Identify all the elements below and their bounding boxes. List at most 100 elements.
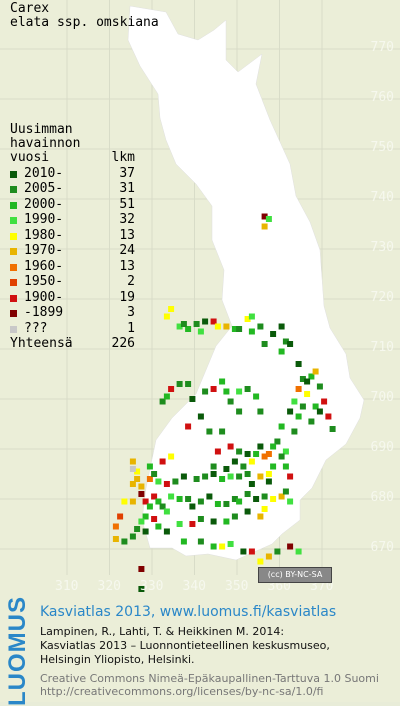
legend-year-label: 1990- (24, 212, 64, 227)
legend-heading-2: havainnon (10, 136, 81, 151)
x-axis-label: 310 (55, 579, 79, 594)
observation-square (197, 328, 204, 335)
legend-row: 1960- 13 (10, 259, 135, 276)
observation-square (146, 476, 153, 482)
observation-square (308, 373, 315, 380)
observation-square (265, 471, 272, 477)
observation-square (134, 468, 141, 475)
y-axis-label: 760 (370, 90, 394, 105)
observation-square (291, 428, 298, 435)
legend-column-headers: vuosi lkm (10, 151, 135, 167)
observation-square (129, 533, 136, 540)
observation-square (180, 321, 187, 327)
observation-square (227, 443, 234, 450)
observation-square (257, 558, 264, 565)
observation-square (121, 538, 128, 545)
observation-square (231, 326, 238, 332)
observation-square (231, 458, 238, 465)
observation-square (261, 213, 268, 220)
observation-square (197, 516, 204, 522)
observation-square (270, 443, 277, 450)
observation-square (168, 306, 175, 312)
observation-square (176, 381, 183, 387)
observation-square (244, 386, 251, 392)
observation-square (134, 476, 141, 482)
observation-square (163, 508, 170, 515)
observation-square (176, 496, 183, 502)
citation-line-1: Lampinen, R., Lahti, T. & Heikkinen M. 2… (40, 625, 285, 638)
observation-square (155, 523, 162, 530)
legend-year-label: -1899 (24, 305, 64, 320)
legend-row: -1899 3 (10, 305, 135, 322)
observation-square (206, 428, 213, 435)
observation-square (163, 528, 170, 535)
observation-square (163, 481, 170, 487)
observation-square (138, 566, 145, 572)
observation-square (138, 518, 145, 525)
legend-row: 1980- 13 (10, 228, 135, 245)
observation-square (219, 476, 226, 482)
observation-square (278, 348, 285, 355)
observation-square (287, 408, 294, 415)
observation-square (197, 498, 204, 505)
observation-square (223, 518, 230, 525)
observation-square (227, 473, 234, 480)
legend-count: 2 (127, 274, 135, 289)
species-name: elata ssp. omskiana (10, 15, 159, 30)
observation-square (248, 481, 255, 487)
observation-square (223, 388, 230, 395)
observation-square (244, 451, 251, 457)
observation-square (193, 321, 200, 327)
observation-square (261, 341, 268, 347)
observation-square (214, 501, 221, 507)
observation-square (146, 503, 153, 510)
observation-square (202, 388, 209, 395)
y-axis-label: 680 (370, 490, 394, 505)
y-axis-label: 730 (370, 240, 394, 255)
observation-square (265, 553, 272, 560)
observation-square (287, 498, 294, 505)
observation-square (278, 423, 285, 430)
observation-square (287, 543, 294, 550)
observation-square (257, 443, 264, 450)
observation-square (146, 463, 153, 470)
observation-square (163, 393, 170, 400)
observation-square (151, 493, 158, 500)
observation-square (168, 386, 175, 392)
observation-square (329, 426, 336, 432)
legend-swatch (10, 294, 17, 302)
observation-square (253, 393, 260, 400)
legend-swatch (10, 217, 17, 224)
y-axis-label: 770 (370, 40, 394, 55)
observation-square (223, 466, 230, 472)
observation-square (278, 493, 285, 500)
legend-year-label: 1970- (24, 243, 64, 258)
observation-square (257, 323, 264, 330)
observation-square (227, 398, 234, 405)
observation-square (219, 543, 226, 550)
observation-square (210, 318, 217, 325)
observation-square (185, 381, 192, 387)
legend-row: 2010- 37 (10, 166, 135, 183)
observation-square (291, 398, 298, 405)
license-url[interactable]: http://creativecommons.org/licenses/by-n… (40, 685, 324, 698)
observation-square (163, 313, 170, 320)
cc-license-badge[interactable]: (cc) BY-NC-SA (258, 567, 332, 583)
legend-swatch (10, 201, 17, 209)
observation-square (316, 408, 323, 415)
species-genus: Carex (10, 1, 50, 16)
observation-square (299, 376, 306, 382)
observation-square (236, 388, 243, 395)
legend-count: 51 (119, 196, 135, 212)
observation-points (112, 213, 336, 592)
legend-total: Yhteensä 226 (10, 337, 135, 353)
observation-square (168, 453, 175, 460)
kasviatlas-link[interactable]: Kasviatlas 2013, www.luomus.fi/kasviatla… (40, 604, 337, 620)
observation-square (142, 528, 149, 535)
observation-square (240, 548, 247, 555)
legend-count: 13 (119, 227, 135, 243)
observation-square (287, 473, 294, 480)
legend-row: 1900- 19 (10, 290, 135, 307)
observation-square (176, 521, 183, 527)
legend: Uusimman havainnon vuosi lkm 2010- 37 2005… (10, 123, 135, 353)
